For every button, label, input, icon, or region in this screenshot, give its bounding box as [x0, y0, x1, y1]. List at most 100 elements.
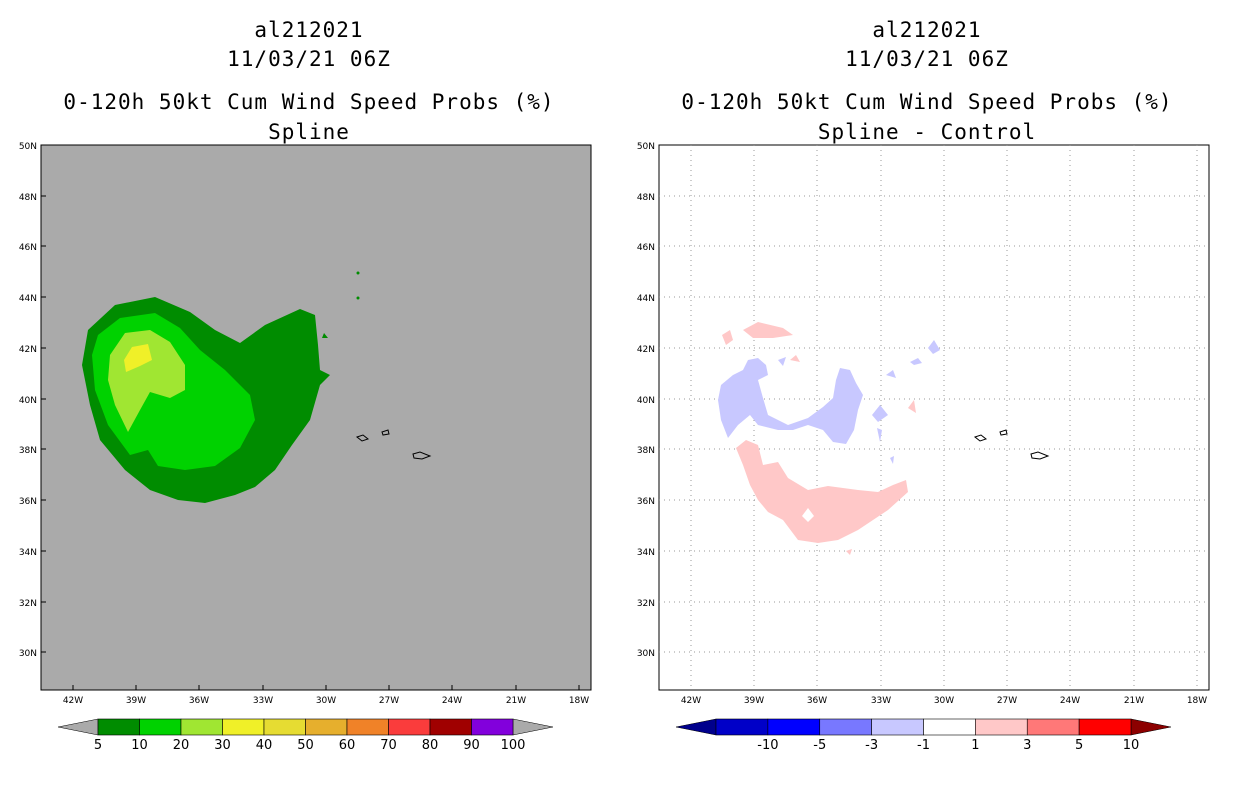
- probability-map: 50N 48N 46N 44N 42N 40N 38N 36N 34N 32N …: [19, 142, 592, 753]
- colorbar-swatch: [263, 718, 306, 736]
- lat-label: 36N: [637, 497, 655, 507]
- colorbar-label: 50: [297, 738, 314, 753]
- lon-labels: 42W 39W 36W 33W 30W 27W 24W 21W 18W: [681, 696, 1207, 706]
- contour-5pct-dot: [356, 271, 360, 275]
- datetime: 11/03/21 06Z: [845, 47, 1009, 71]
- product-title: 0-120h 50kt Cum Wind Speed Probs (%): [681, 90, 1173, 114]
- colorbar-swatch: [767, 718, 821, 736]
- lon-label: 24W: [442, 696, 462, 706]
- colorbar-label: 40: [256, 738, 273, 753]
- lat-label: 44N: [637, 294, 655, 304]
- colorbar-label: 20: [173, 738, 190, 753]
- colorbar-swatch: [139, 718, 182, 736]
- colorbar-label: 80: [422, 738, 439, 753]
- lon-label: 18W: [1187, 696, 1207, 706]
- island: [973, 434, 988, 442]
- lon-label: 21W: [1124, 696, 1144, 706]
- datetime: 11/03/21 06Z: [227, 47, 391, 71]
- colorbar-label: 10: [1123, 738, 1140, 753]
- negative-region: [872, 405, 888, 422]
- lon-label: 30W: [934, 696, 954, 706]
- lon-label: 30W: [316, 696, 336, 706]
- lat-label: 34N: [19, 548, 37, 558]
- colorbar-label: 3: [1023, 738, 1031, 753]
- lon-label: 42W: [681, 696, 701, 706]
- colorbar-label: 100: [501, 738, 526, 753]
- lat-label: 48N: [637, 193, 655, 203]
- lon-label: 18W: [569, 696, 589, 706]
- panel-spline-minus-control: al212021 11/03/21 06Z 0-120h 50kt Cum Wi…: [618, 0, 1236, 800]
- lat-label: 34N: [637, 548, 655, 558]
- lat-label: 40N: [637, 396, 655, 406]
- negative-region: [928, 340, 940, 354]
- lat-label: 30N: [637, 649, 655, 659]
- map-background: [658, 144, 1210, 691]
- positive-region: [743, 322, 793, 338]
- colorbar-label: -5: [813, 738, 826, 753]
- colorbar-high-end: [1130, 718, 1172, 736]
- island: [1030, 451, 1050, 460]
- positive-region: [846, 549, 852, 555]
- lat-label: 42N: [637, 345, 655, 355]
- colorbar-swatch: [305, 718, 348, 736]
- lon-label: 27W: [379, 696, 399, 706]
- colorbar-label: -3: [865, 738, 878, 753]
- contour-5pct-islet: [322, 333, 328, 338]
- colorbar-label: 5: [1075, 738, 1083, 753]
- lon-labels: 42W 39W 36W 33W 30W 27W 24W 21W 18W: [63, 696, 589, 706]
- negative-region: [718, 358, 863, 444]
- colorbar-swatch: [429, 718, 472, 736]
- subtitle: Spline: [268, 120, 350, 144]
- colorbar-label: -1: [917, 738, 930, 753]
- colorbar-label: 90: [463, 738, 480, 753]
- lon-label: 33W: [253, 696, 273, 706]
- lat-label: 46N: [637, 243, 655, 253]
- lon-ticks: [72, 685, 580, 690]
- colorbar-swatch: [923, 718, 976, 736]
- contour-5pct-dot: [356, 296, 360, 300]
- colorbar: -10 -5 -3 -1 1 3 5 10: [675, 718, 1172, 753]
- lat-ticks: [41, 144, 46, 653]
- lat-label: 50N: [637, 142, 655, 152]
- colorbar-label: 30: [214, 738, 231, 753]
- colorbar-label: 1: [971, 738, 979, 753]
- lon-label: 36W: [189, 696, 209, 706]
- colorbar-swatch: [715, 718, 769, 736]
- island: [355, 434, 370, 442]
- lat-label: 48N: [19, 193, 37, 203]
- lon-label: 39W: [126, 696, 146, 706]
- negative-region: [886, 370, 896, 378]
- lat-label: 38N: [637, 446, 655, 456]
- lon-label: 42W: [63, 696, 83, 706]
- lat-label: 32N: [637, 599, 655, 609]
- panel-spline: al212021 11/03/21 06Z 0-120h 50kt Cum Wi…: [19, 18, 592, 753]
- lat-label: 50N: [19, 142, 37, 152]
- colorbar-swatch: [346, 718, 389, 736]
- positive-region: [736, 440, 908, 543]
- white-hole: [802, 508, 814, 522]
- colorbar-label: 10: [131, 738, 148, 753]
- positive-region: [908, 400, 916, 413]
- colorbar-label: 70: [380, 738, 397, 753]
- product-title: 0-120h 50kt Cum Wind Speed Probs (%): [63, 90, 555, 114]
- lon-label: 24W: [1060, 696, 1080, 706]
- lat-label: 38N: [19, 446, 37, 456]
- negative-region: [877, 428, 882, 442]
- colorbar-low-end: [57, 718, 99, 736]
- negative-region: [910, 358, 922, 365]
- lat-label: 32N: [19, 599, 37, 609]
- colorbar-swatch: [222, 718, 265, 736]
- lon-label: 27W: [997, 696, 1017, 706]
- colorbar: 5 10 20 30 40 50 60 70 80 90 100: [57, 718, 554, 753]
- lon-label: 33W: [871, 696, 891, 706]
- colorbar-swatch: [871, 718, 924, 736]
- colorbar-swatch: [471, 718, 514, 736]
- lat-labels: 50N 48N 46N 44N 42N 40N 38N 36N 34N 32N …: [19, 142, 37, 659]
- colorbar-swatch: [1026, 718, 1080, 736]
- island: [381, 429, 390, 436]
- lat-labels: 50N 48N 46N 44N 42N 40N 38N 36N 34N 32N …: [637, 142, 655, 659]
- lon-label: 39W: [744, 696, 764, 706]
- colorbar-label: 60: [339, 738, 356, 753]
- storm-id: al212021: [872, 18, 982, 42]
- lon-label: 36W: [807, 696, 827, 706]
